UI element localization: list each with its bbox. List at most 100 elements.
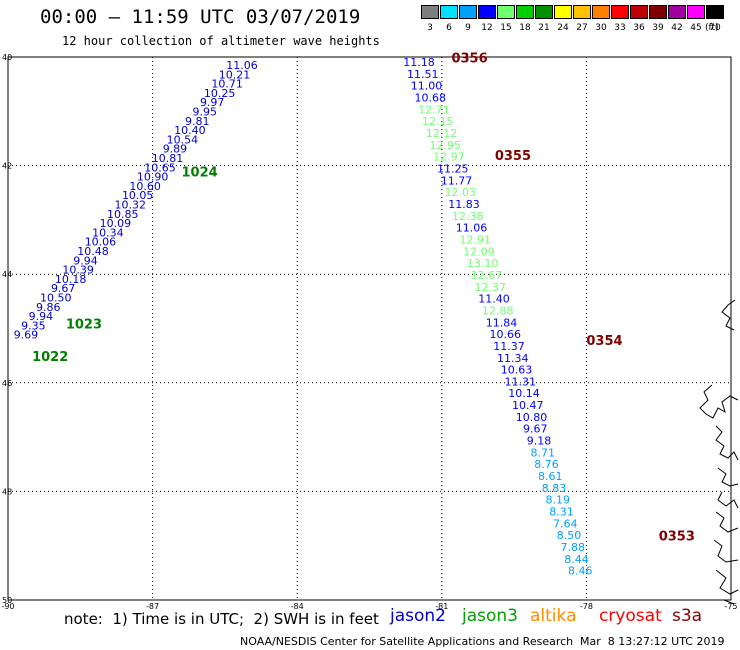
wave-height-value: 11.37 — [493, 340, 525, 353]
wave-height-value: 10.60 — [129, 180, 161, 193]
lon-label: -87 — [146, 602, 159, 611]
time-label: 1024 — [182, 165, 218, 180]
wave-height-value: 10.34 — [92, 226, 124, 239]
scale-swatch — [516, 5, 534, 19]
wave-height-value: 9.69 — [14, 329, 39, 342]
wave-height-value: 10.66 — [490, 328, 522, 341]
wave-height-value: 8.61 — [538, 470, 563, 483]
scale-unit: (ft) — [705, 23, 719, 33]
lat-label: 40 — [2, 53, 12, 62]
lat-label: 42 — [2, 162, 12, 171]
wave-height-value: 8.19 — [546, 494, 571, 507]
map-frame — [7, 56, 732, 601]
scale-label: 33 — [614, 23, 626, 33]
wave-height-value: 10.40 — [174, 124, 206, 137]
wave-height-value: 10.65 — [144, 161, 176, 174]
scale-label: 21 — [538, 23, 550, 33]
lon-label: -90 — [1, 602, 14, 611]
page-title: 00:00 – 11:59 UTC 03/07/2019 — [40, 6, 361, 28]
lat-label: 46 — [2, 379, 12, 388]
scale-swatch — [535, 5, 553, 19]
wave-height-value: 12.37 — [475, 281, 507, 294]
wave-height-value: 11.34 — [497, 352, 529, 365]
wave-height-value: 11.83 — [448, 198, 480, 211]
data-points: 11.0610.2110.7110.259.979.959.8110.4010.… — [14, 56, 593, 578]
lat-label: 48 — [2, 487, 12, 496]
wave-height-value: 10.68 — [415, 91, 447, 104]
scale-swatch — [440, 5, 458, 19]
scale-label: 42 — [671, 23, 683, 33]
lon-label: -84 — [291, 602, 304, 611]
wave-height-value: 11.06 — [456, 222, 488, 235]
wave-height-value: 12.12 — [426, 127, 458, 140]
wave-height-value: 13.10 — [467, 257, 499, 270]
wave-height-value: 7.64 — [553, 517, 578, 530]
lon-label: -78 — [580, 602, 593, 611]
wave-height-value: 12.09 — [463, 245, 495, 258]
wave-height-value: 8.83 — [542, 482, 567, 495]
wave-height-value: 8.76 — [534, 458, 559, 471]
wave-height-value: 10.48 — [77, 245, 109, 258]
time-label: 0354 — [586, 334, 622, 349]
wave-height-value: 11.18 — [403, 56, 435, 69]
wave-height-value: 12.95 — [430, 139, 462, 152]
wave-height-value: 8.46 — [568, 565, 593, 578]
scale-label: 45 — [690, 23, 702, 33]
scale-swatch — [459, 5, 477, 19]
scale-swatch — [630, 5, 648, 19]
wave-height-value: 11.06 — [226, 59, 258, 72]
scale-swatch — [592, 5, 610, 19]
wave-height-value: 9.67 — [523, 423, 548, 436]
wave-height-value: 12.67 — [471, 269, 503, 282]
wave-height-value: 12.71 — [418, 103, 450, 116]
page-subtitle: 12 hour collection of altimeter wave hei… — [62, 34, 380, 48]
lat-label: 50 — [2, 596, 12, 605]
lat-label: 44 — [2, 270, 12, 279]
wave-height-value: 11.25 — [437, 162, 469, 175]
wave-height-value: 12.88 — [482, 304, 514, 317]
wave-height-value: 12.03 — [445, 186, 477, 199]
wave-height-value: 10.81 — [152, 152, 184, 165]
scale-swatch — [649, 5, 667, 19]
scale-label: 12 — [481, 23, 493, 33]
scale-label: 3 — [427, 23, 433, 33]
wave-height-value: 9.94 — [73, 254, 98, 267]
time-label: 1022 — [32, 350, 68, 365]
wave-height-value: 11.51 — [407, 68, 439, 81]
coastline-shape — [699, 299, 739, 605]
wave-height-value: 10.63 — [501, 364, 533, 377]
scale-swatch — [421, 5, 439, 19]
wave-height-value: 11.77 — [441, 174, 473, 187]
wave-height-value: 8.71 — [531, 446, 556, 459]
scale-swatch — [687, 5, 705, 19]
wave-height-value: 10.85 — [107, 208, 139, 221]
time-label: 0356 — [451, 51, 487, 66]
lon-label: -75 — [724, 602, 737, 611]
wave-height-value: 10.18 — [55, 273, 87, 286]
wave-height-value: 10.09 — [100, 217, 132, 230]
wave-height-value: 10.39 — [62, 264, 94, 277]
scale-label: 15 — [500, 23, 512, 33]
wave-height-value: 8.44 — [564, 553, 589, 566]
wave-height-value: 10.80 — [516, 411, 548, 424]
wave-height-value: 10.50 — [40, 292, 72, 305]
scale-label: 9 — [465, 23, 471, 33]
scale-label: 36 — [633, 23, 645, 33]
time-label: 0353 — [659, 529, 695, 544]
wave-height-value: 12.97 — [433, 151, 465, 164]
scale-label: 24 — [557, 23, 569, 33]
wave-height-value: 10.71 — [211, 78, 243, 91]
scale-label: 30 — [595, 23, 607, 33]
wave-height-value: 10.14 — [508, 387, 540, 400]
wave-height-value: 12.15 — [422, 115, 454, 128]
wave-height-value: 9.95 — [193, 106, 218, 119]
scale-swatch — [611, 5, 629, 19]
coastline — [699, 299, 739, 605]
scale-swatch — [478, 5, 496, 19]
scale-label: 39 — [652, 23, 664, 33]
scale-swatch — [554, 5, 572, 19]
time-label: 0355 — [495, 149, 531, 164]
time-labels: 1024 1023 1022 0356 0355 0354 0353 — [32, 51, 695, 544]
axis-labels: 40 42 44 46 48 50-90 -87 -84 -81 -78 -75 — [1, 53, 737, 611]
